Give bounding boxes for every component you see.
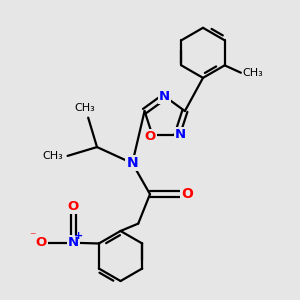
Text: O: O (68, 200, 79, 213)
Text: O: O (181, 187, 193, 201)
Text: O: O (144, 130, 155, 143)
Text: CH₃: CH₃ (75, 103, 96, 113)
Text: N: N (175, 128, 186, 141)
Text: N: N (68, 236, 79, 249)
Text: N: N (127, 156, 138, 170)
Text: ⁻: ⁻ (29, 230, 36, 243)
Text: CH₃: CH₃ (42, 151, 63, 161)
Text: N: N (159, 90, 170, 103)
Text: O: O (35, 236, 47, 249)
Text: +: + (74, 231, 83, 241)
Text: CH₃: CH₃ (242, 68, 263, 78)
